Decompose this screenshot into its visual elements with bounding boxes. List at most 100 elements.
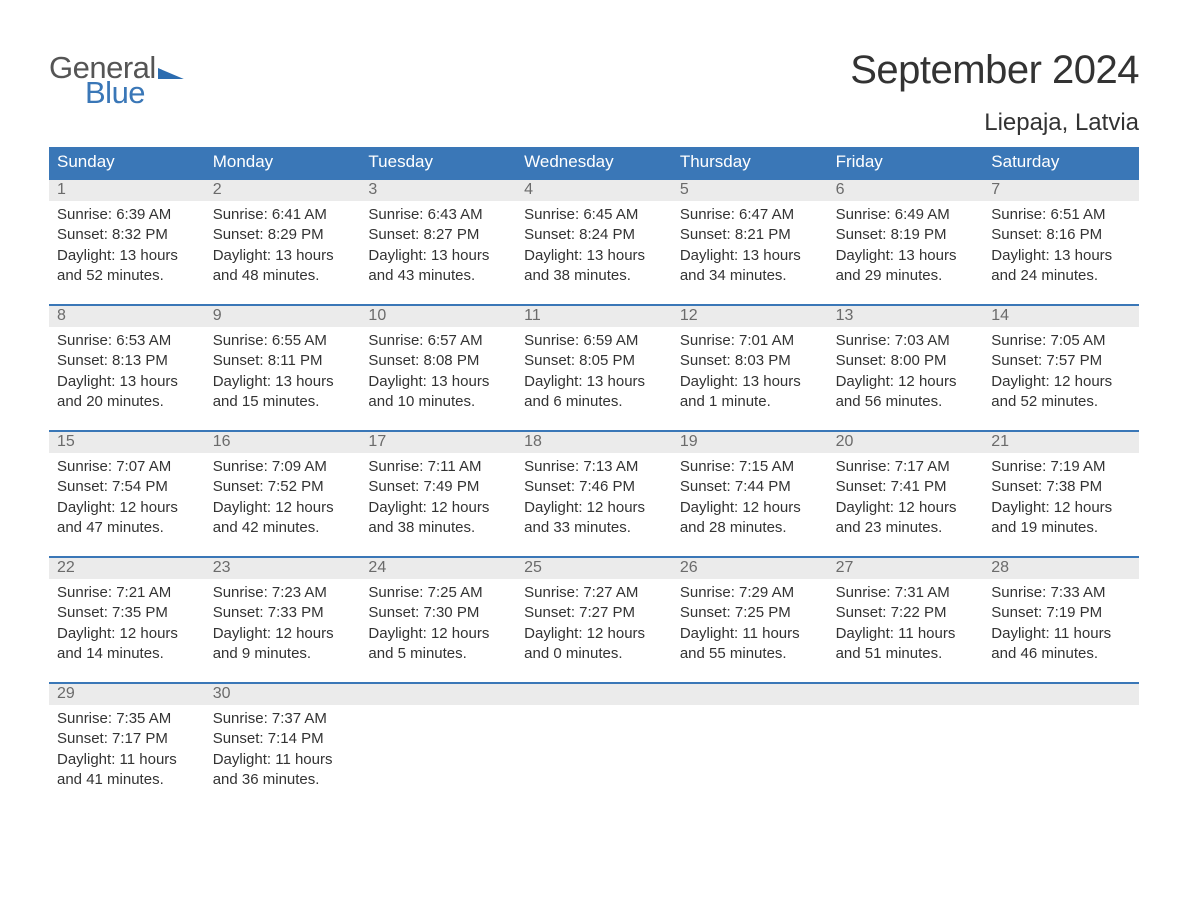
day-cell: 30Sunrise: 7:37 AMSunset: 7:14 PMDayligh… (205, 684, 361, 808)
day-info: Sunrise: 7:27 AMSunset: 7:27 PMDaylight:… (524, 583, 664, 664)
day-cell: 25 Sunrise: 7:27 AMSunset: 7:27 PMDayligh… (516, 558, 672, 682)
sunrise-line: Sunrise: 6:45 AM (524, 205, 664, 225)
week-row: 15Sunrise: 7:07 AMSunset: 7:54 PMDayligh… (49, 430, 1139, 556)
day-cell: 8Sunrise: 6:53 AMSunset: 8:13 PMDaylight… (49, 306, 205, 430)
week-row: 8Sunrise: 6:53 AMSunset: 8:13 PMDaylight… (49, 304, 1139, 430)
day-info: Sunrise: 6:39 AMSunset: 8:32 PMDaylight:… (57, 205, 197, 286)
day-info: Sunrise: 7:29 AMSunset: 7:25 PMDaylight:… (680, 583, 820, 664)
sunset-line: Sunset: 8:16 PM (991, 225, 1131, 245)
day-number: 1 (49, 180, 205, 201)
day-cell: 1 Sunrise: 6:39 AMSunset: 8:32 PMDaylight… (49, 180, 205, 304)
sunset-line: Sunset: 7:33 PM (213, 603, 353, 623)
sunset-line: Sunset: 8:19 PM (836, 225, 976, 245)
sunset-line: Sunset: 7:25 PM (680, 603, 820, 623)
daylight-line: Daylight: 13 hours and 1 minute. (680, 372, 820, 413)
daylight-line: Daylight: 13 hours and 29 minutes. (836, 246, 976, 287)
daylight-line: Daylight: 13 hours and 48 minutes. (213, 246, 353, 287)
day-cell: 14Sunrise: 7:05 AMSunset: 7:57 PMDayligh… (983, 306, 1139, 430)
daylight-line: Daylight: 11 hours and 46 minutes. (991, 624, 1131, 665)
sunset-line: Sunset: 7:57 PM (991, 351, 1131, 371)
sunrise-line: Sunrise: 6:51 AM (991, 205, 1131, 225)
day-number: 30 (205, 684, 361, 705)
day-info: Sunrise: 7:05 AMSunset: 7:57 PMDaylight:… (991, 331, 1131, 412)
day-number: 3 (360, 180, 516, 201)
day-info: Sunrise: 6:57 AMSunset: 8:08 PMDaylight:… (368, 331, 508, 412)
day-cell: 15Sunrise: 7:07 AMSunset: 7:54 PMDayligh… (49, 432, 205, 556)
day-cell: 29 Sunrise: 7:35 AMSunset: 7:17 PMDayligh… (49, 684, 205, 808)
sunset-line: Sunset: 7:14 PM (213, 729, 353, 749)
day-number: 29 (49, 684, 205, 705)
day-info: Sunrise: 7:21 AMSunset: 7:35 PMDaylight:… (57, 583, 197, 664)
header: General Blue September 2024 Liepaja, Lat… (49, 20, 1139, 137)
day-number: 18 (516, 432, 672, 453)
day-cell: 22 Sunrise: 7:21 AMSunset: 7:35 PMDayligh… (49, 558, 205, 682)
daylight-line: Daylight: 13 hours and 43 minutes. (368, 246, 508, 287)
sunrise-line: Sunrise: 6:55 AM (213, 331, 353, 351)
calendar-grid: SundayMondayTuesdayWednesdayThursdayFrid… (49, 147, 1139, 808)
day-cell: 7 Sunrise: 6:51 AMSunset: 8:16 PMDaylight… (983, 180, 1139, 304)
day-info: Sunrise: 6:41 AMSunset: 8:29 PMDaylight:… (213, 205, 353, 286)
day-number: 4 (516, 180, 672, 201)
dow-label: Friday (828, 147, 984, 178)
day-number: . (360, 684, 516, 705)
dow-label: Tuesday (360, 147, 516, 178)
sunset-line: Sunset: 7:44 PM (680, 477, 820, 497)
day-info: Sunrise: 7:25 AMSunset: 7:30 PMDaylight:… (368, 583, 508, 664)
sunrise-line: Sunrise: 7:11 AM (368, 457, 508, 477)
sunset-line: Sunset: 7:35 PM (57, 603, 197, 623)
sunrise-line: Sunrise: 7:09 AM (213, 457, 353, 477)
sunset-line: Sunset: 8:08 PM (368, 351, 508, 371)
daylight-line: Daylight: 12 hours and 0 minutes. (524, 624, 664, 665)
day-info: Sunrise: 6:51 AMSunset: 8:16 PMDaylight:… (991, 205, 1131, 286)
day-number: 23 (205, 558, 361, 579)
day-cell: 23 Sunrise: 7:23 AMSunset: 7:33 PMDayligh… (205, 558, 361, 682)
day-info: Sunrise: 7:03 AMSunset: 8:00 PMDaylight:… (836, 331, 976, 412)
day-cell: 19Sunrise: 7:15 AMSunset: 7:44 PMDayligh… (672, 432, 828, 556)
day-number: 21 (983, 432, 1139, 453)
day-cell: 27Sunrise: 7:31 AMSunset: 7:22 PMDayligh… (828, 558, 984, 682)
day-number: 7 (983, 180, 1139, 201)
daylight-line: Daylight: 12 hours and 9 minutes. (213, 624, 353, 665)
dow-label: Thursday (672, 147, 828, 178)
day-info: Sunrise: 7:15 AMSunset: 7:44 PMDaylight:… (680, 457, 820, 538)
day-number: 22 (49, 558, 205, 579)
sunset-line: Sunset: 7:38 PM (991, 477, 1131, 497)
daylight-line: Daylight: 11 hours and 41 minutes. (57, 750, 197, 791)
daylight-line: Daylight: 12 hours and 14 minutes. (57, 624, 197, 665)
sunset-line: Sunset: 8:32 PM (57, 225, 197, 245)
sunrise-line: Sunrise: 7:17 AM (836, 457, 976, 477)
sunrise-line: Sunrise: 7:19 AM (991, 457, 1131, 477)
daylight-line: Daylight: 12 hours and 5 minutes. (368, 624, 508, 665)
day-number: . (983, 684, 1139, 705)
sunset-line: Sunset: 7:52 PM (213, 477, 353, 497)
sunset-line: Sunset: 8:24 PM (524, 225, 664, 245)
day-info: Sunrise: 6:45 AMSunset: 8:24 PMDaylight:… (524, 205, 664, 286)
daylight-line: Daylight: 12 hours and 23 minutes. (836, 498, 976, 539)
day-cell: 24 Sunrise: 7:25 AMSunset: 7:30 PMDayligh… (360, 558, 516, 682)
sunset-line: Sunset: 7:54 PM (57, 477, 197, 497)
daylight-line: Daylight: 12 hours and 52 minutes. (991, 372, 1131, 413)
sunrise-line: Sunrise: 7:31 AM (836, 583, 976, 603)
day-info: Sunrise: 7:23 AMSunset: 7:33 PMDaylight:… (213, 583, 353, 664)
day-number: 24 (360, 558, 516, 579)
day-number: 15 (49, 432, 205, 453)
location: Liepaja, Latvia (850, 109, 1139, 137)
day-cell: 9Sunrise: 6:55 AMSunset: 8:11 PMDaylight… (205, 306, 361, 430)
daylight-line: Daylight: 13 hours and 15 minutes. (213, 372, 353, 413)
sunrise-line: Sunrise: 6:57 AM (368, 331, 508, 351)
day-number: 11 (516, 306, 672, 327)
daylight-line: Daylight: 13 hours and 10 minutes. (368, 372, 508, 413)
empty-day-cell: . (983, 684, 1139, 808)
day-info: Sunrise: 6:53 AMSunset: 8:13 PMDaylight:… (57, 331, 197, 412)
day-number: 25 (516, 558, 672, 579)
week-row: 1 Sunrise: 6:39 AMSunset: 8:32 PMDaylight… (49, 178, 1139, 304)
day-info: Sunrise: 7:35 AMSunset: 7:17 PMDaylight:… (57, 709, 197, 790)
day-info: Sunrise: 7:09 AMSunset: 7:52 PMDaylight:… (213, 457, 353, 538)
day-cell: 12Sunrise: 7:01 AMSunset: 8:03 PMDayligh… (672, 306, 828, 430)
day-info: Sunrise: 6:47 AMSunset: 8:21 PMDaylight:… (680, 205, 820, 286)
daylight-line: Daylight: 13 hours and 24 minutes. (991, 246, 1131, 287)
sunset-line: Sunset: 8:05 PM (524, 351, 664, 371)
day-cell: 21 Sunrise: 7:19 AMSunset: 7:38 PMDayligh… (983, 432, 1139, 556)
day-info: Sunrise: 6:55 AMSunset: 8:11 PMDaylight:… (213, 331, 353, 412)
daylight-line: Daylight: 12 hours and 19 minutes. (991, 498, 1131, 539)
